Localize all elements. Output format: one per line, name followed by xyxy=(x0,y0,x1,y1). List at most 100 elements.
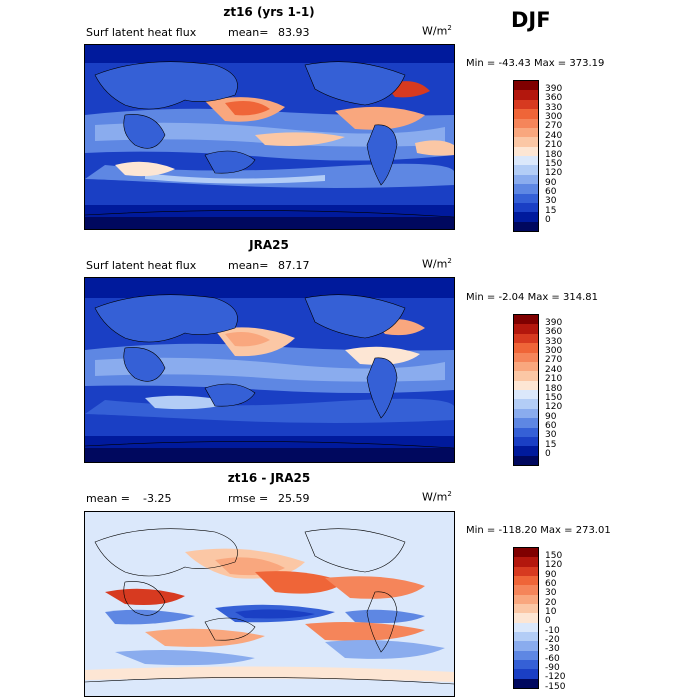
colorbar-swatch xyxy=(514,678,538,688)
colorbar-label: 390 xyxy=(545,317,563,328)
colorbar-label: 360 xyxy=(545,327,563,338)
colorbar-swatch xyxy=(514,399,538,409)
colorbar-label: 240 xyxy=(545,364,563,375)
colorbar-swatch xyxy=(514,118,538,128)
colorbar-swatch xyxy=(514,174,538,185)
colorbar-label: 330 xyxy=(545,102,563,113)
panel3-mean-value: -3.25 xyxy=(143,492,172,505)
panel2-variable: Surf latent heat flux xyxy=(86,259,197,272)
colorbar-label: -90 xyxy=(545,662,560,673)
colorbar-swatch xyxy=(514,156,538,166)
colorbar-swatch xyxy=(514,408,538,419)
colorbar-label: -20 xyxy=(545,634,560,645)
colorbar-label: 90 xyxy=(545,569,557,580)
panel3-minmax: Min = -118.20 Max = 273.01 xyxy=(466,525,611,536)
colorbar-label: 330 xyxy=(545,336,563,347)
colorbar-label: 120 xyxy=(545,402,563,413)
panel3-rmse-value: 25.59 xyxy=(278,492,310,505)
colorbar-swatch xyxy=(514,650,538,660)
colorbar-swatch xyxy=(514,631,538,642)
colorbar-swatch xyxy=(514,427,538,437)
colorbar-swatch xyxy=(514,109,538,119)
colorbar-swatch xyxy=(514,557,538,567)
colorbar-swatch xyxy=(514,146,538,156)
colorbar-swatch xyxy=(514,585,538,595)
colorbar-swatch xyxy=(514,352,538,362)
panel1-map xyxy=(84,44,455,230)
colorbar-label: 270 xyxy=(545,121,563,132)
colorbar-label: 240 xyxy=(545,130,563,141)
colorbar-swatch xyxy=(514,641,538,651)
colorbar-swatch xyxy=(514,184,538,194)
colorbar-swatch xyxy=(514,99,538,110)
colorbar-swatch xyxy=(514,622,538,632)
colorbar-label: 30 xyxy=(545,588,557,599)
panel2-title: JRA25 xyxy=(249,238,289,252)
panel3-mean-label: mean = xyxy=(86,492,130,505)
colorbar-label: 180 xyxy=(545,383,563,394)
colorbar-swatch xyxy=(514,446,538,456)
colorbar-label: -150 xyxy=(545,681,566,692)
colorbar-label: 210 xyxy=(545,374,563,385)
colorbar-swatch xyxy=(514,669,538,679)
panel3-map xyxy=(84,511,455,697)
colorbar-swatch xyxy=(514,436,538,447)
colorbar-label: 30 xyxy=(545,196,557,207)
colorbar-swatch xyxy=(514,221,538,231)
panel2-units: W/m2 xyxy=(422,257,452,271)
colorbar-swatch xyxy=(514,315,538,325)
colorbar-label: 300 xyxy=(545,112,563,122)
colorbar-label: 360 xyxy=(545,93,563,104)
panel3-colorbar xyxy=(513,547,539,689)
colorbar-label: 0 xyxy=(545,215,551,226)
colorbar-label: 390 xyxy=(545,83,563,94)
colorbar-swatch xyxy=(514,455,538,465)
colorbar-label: 120 xyxy=(545,168,563,179)
colorbar-swatch xyxy=(514,603,538,614)
colorbar-swatch xyxy=(514,594,538,604)
season-label: DJF xyxy=(511,8,551,32)
colorbar-label: 0 xyxy=(545,449,551,460)
colorbar-swatch xyxy=(514,343,538,353)
colorbar-swatch xyxy=(514,137,538,147)
colorbar-swatch xyxy=(514,193,538,203)
colorbar-swatch xyxy=(514,613,538,623)
colorbar-label: 300 xyxy=(545,346,563,356)
panel1-units: W/m2 xyxy=(422,24,452,38)
panel2-minmax: Min = -2.04 Max = 314.81 xyxy=(466,292,598,303)
colorbar-label: -30 xyxy=(545,644,560,655)
panel1-mean-value: 83.93 xyxy=(278,26,310,39)
colorbar-swatch xyxy=(514,566,538,576)
colorbar-swatch xyxy=(514,361,538,372)
colorbar-label: 10 xyxy=(545,606,557,617)
colorbar-label: 60 xyxy=(545,578,557,589)
colorbar-swatch xyxy=(514,548,538,558)
colorbar-swatch xyxy=(514,324,538,334)
colorbar-swatch xyxy=(514,380,538,390)
colorbar-label: 150 xyxy=(545,550,563,561)
colorbar-label: 90 xyxy=(545,411,557,422)
colorbar-label: 60 xyxy=(545,421,557,431)
colorbar-label: 150 xyxy=(545,158,563,169)
colorbar-swatch xyxy=(514,575,538,586)
colorbar-label: 0 xyxy=(545,616,551,627)
colorbar-label: -10 xyxy=(545,625,560,636)
colorbar-label: -120 xyxy=(545,672,566,683)
colorbar-label: 270 xyxy=(545,355,563,366)
colorbar-swatch xyxy=(514,659,538,670)
colorbar-label: -60 xyxy=(545,653,560,664)
panel3-title: zt16 - JRA25 xyxy=(227,471,311,485)
panel3-rmse-label: rmse = xyxy=(228,492,269,505)
colorbar-swatch xyxy=(514,165,538,175)
panel1-minmax: Min = -43.43 Max = 373.19 xyxy=(466,58,605,69)
panel2-colorbar xyxy=(513,314,539,466)
colorbar-swatch xyxy=(514,90,538,100)
colorbar-label: 30 xyxy=(545,430,557,441)
colorbar-label: 15 xyxy=(545,205,557,216)
colorbar-label: 90 xyxy=(545,177,557,188)
colorbar-label: 150 xyxy=(545,392,563,403)
panel1-colorbar xyxy=(513,80,539,232)
colorbar-swatch xyxy=(514,202,538,213)
colorbar-swatch xyxy=(514,390,538,400)
colorbar-swatch xyxy=(514,212,538,222)
